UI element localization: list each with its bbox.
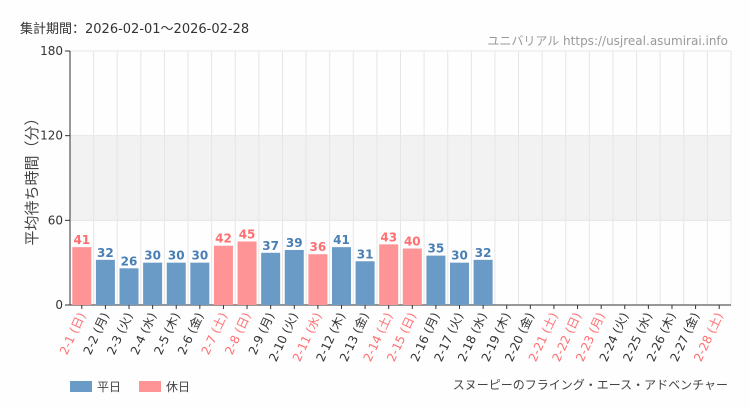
bar	[379, 244, 399, 305]
bar	[473, 259, 493, 305]
bar	[72, 247, 92, 305]
data-label: 41	[73, 233, 90, 247]
data-label: 26	[121, 254, 138, 268]
data-label: 35	[428, 242, 445, 256]
bar	[261, 252, 281, 305]
site-credit: ユニバリアル https://usjreal.asumirai.info	[487, 34, 728, 48]
data-label: 32	[475, 246, 492, 260]
y-tick-label: 120	[40, 129, 63, 143]
legend-swatch	[139, 381, 162, 392]
period-label: 集計期間：2026-02-01～2026-02-28	[20, 22, 250, 37]
bar	[308, 254, 328, 305]
data-label: 45	[239, 228, 256, 242]
attraction-name: スヌーピーのフライング・エース・アドベンチャー	[452, 378, 728, 392]
data-label: 37	[262, 239, 279, 253]
data-label: 31	[357, 247, 374, 261]
bar	[95, 259, 115, 305]
data-label: 30	[168, 249, 185, 263]
y-tick-label: 180	[40, 44, 63, 58]
data-label: 30	[451, 249, 468, 263]
legend-label: 休日	[166, 380, 191, 394]
data-label: 42	[215, 232, 232, 246]
legend-label: 平日	[97, 380, 122, 394]
bar	[331, 247, 351, 305]
bar	[426, 255, 446, 305]
bar	[119, 268, 139, 305]
bar	[450, 262, 470, 305]
bar	[213, 245, 233, 305]
bar	[355, 261, 375, 305]
y-tick-label: 0	[55, 298, 63, 312]
legend-weekday[interactable]: 平日	[70, 378, 121, 395]
data-label: 43	[380, 230, 397, 244]
data-label: 32	[97, 246, 114, 260]
legend-holiday[interactable]: 休日	[139, 378, 190, 395]
bar	[237, 241, 257, 305]
y-tick-label: 60	[48, 213, 63, 227]
bar	[190, 262, 210, 305]
bar	[284, 249, 304, 305]
y-axis-title: 平均待ち時間（分）	[23, 110, 41, 245]
data-label: 30	[191, 249, 208, 263]
data-label: 36	[310, 240, 327, 254]
legend: 平日 休日	[70, 378, 190, 395]
legend-swatch	[70, 381, 92, 392]
bar	[402, 248, 422, 305]
bar	[143, 262, 163, 305]
data-label: 40	[404, 235, 421, 249]
bar	[166, 262, 186, 305]
data-label: 30	[144, 249, 161, 263]
data-label: 39	[286, 236, 303, 250]
data-label: 41	[333, 233, 350, 247]
